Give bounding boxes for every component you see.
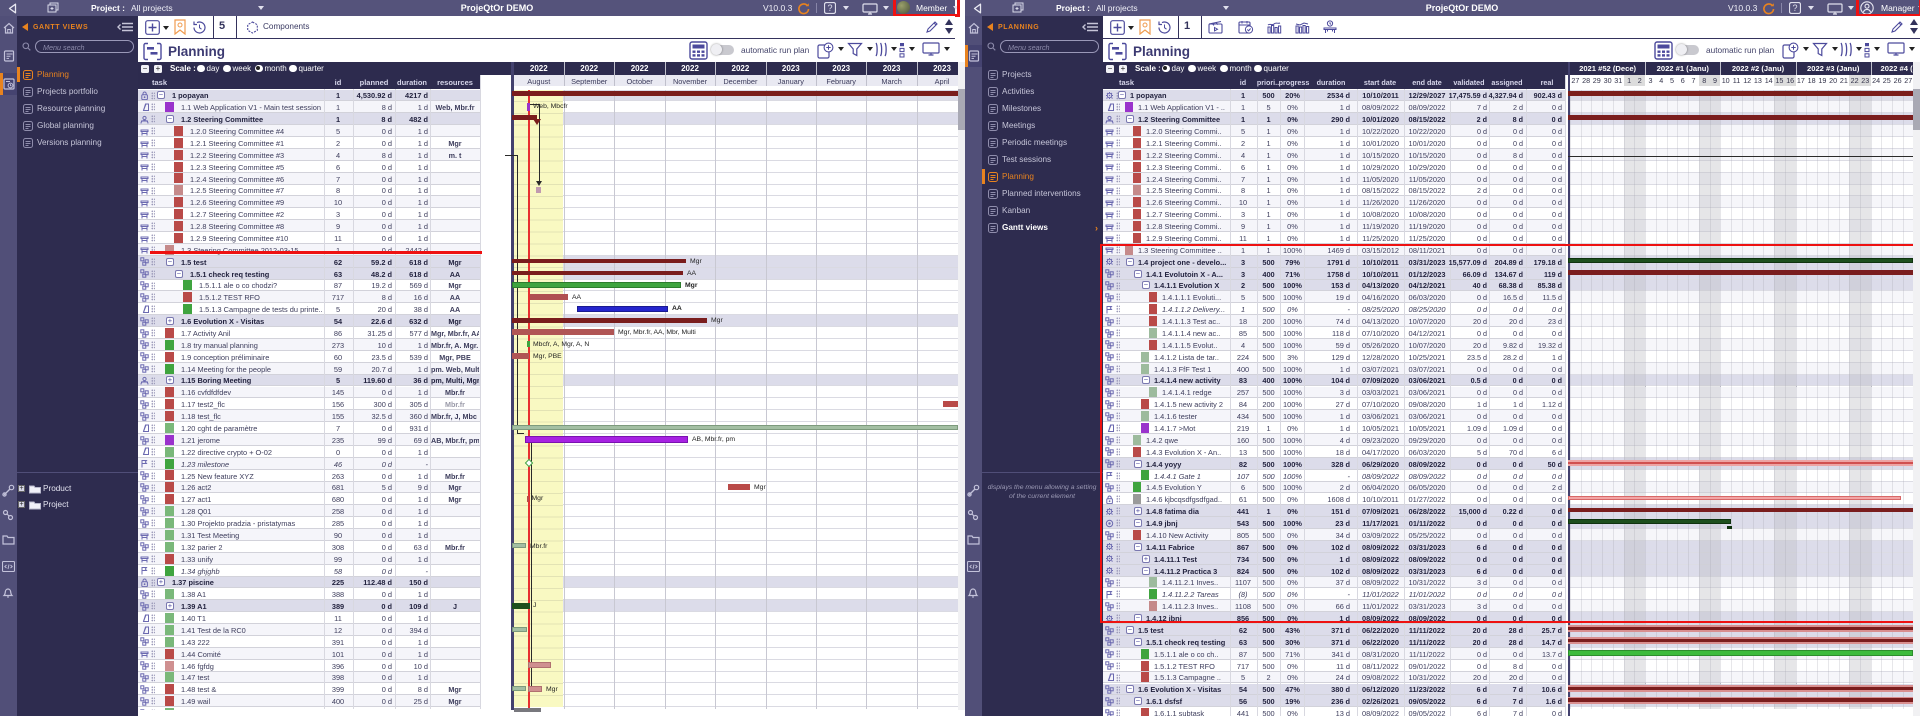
- svg-text:?: ?: [1792, 3, 1797, 13]
- svg-text:?: ?: [827, 3, 832, 13]
